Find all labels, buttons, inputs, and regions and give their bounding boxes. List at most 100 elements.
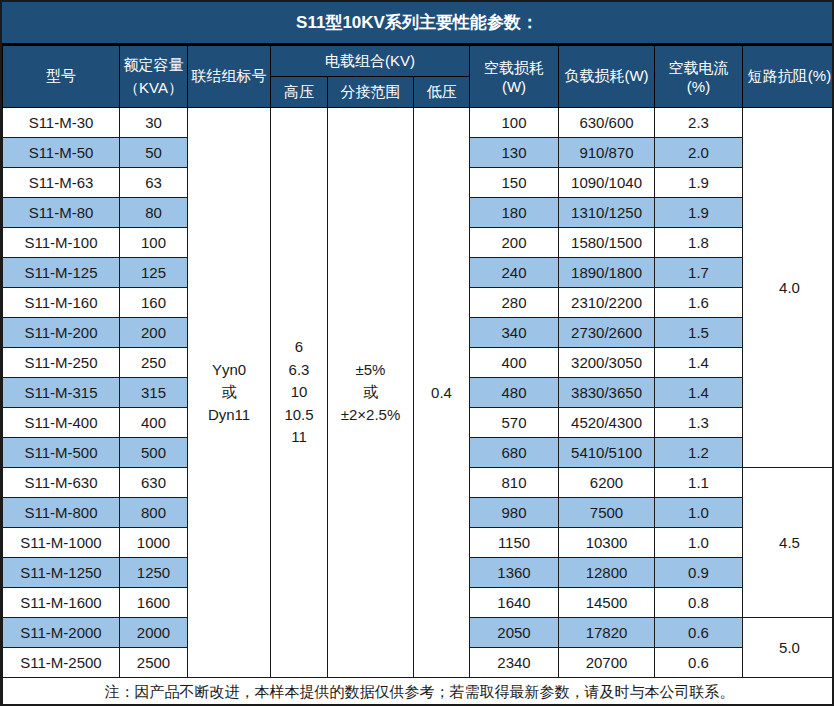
capacity-cell: 80 bbox=[120, 198, 188, 228]
no-load-loss-cell: 1150 bbox=[470, 528, 559, 558]
capacity-cell: 400 bbox=[120, 408, 188, 438]
load-loss-cell: 4520/4300 bbox=[559, 408, 655, 438]
no-load-current-cell: 1.6 bbox=[655, 288, 743, 318]
model-cell: S11-M-2000 bbox=[3, 618, 120, 648]
capacity-cell: 250 bbox=[120, 348, 188, 378]
model-cell: S11-M-1250 bbox=[3, 558, 120, 588]
impedance-cell: 4.0 bbox=[743, 108, 834, 468]
capacity-cell: 160 bbox=[120, 288, 188, 318]
no-load-loss-cell: 570 bbox=[470, 408, 559, 438]
no-load-current-cell: 1.0 bbox=[655, 528, 743, 558]
no-load-loss-cell: 480 bbox=[470, 378, 559, 408]
capacity-cell: 1600 bbox=[120, 588, 188, 618]
model-cell: S11-M-1000 bbox=[3, 528, 120, 558]
model-cell: S11-M-125 bbox=[3, 258, 120, 288]
capacity-cell: 630 bbox=[120, 468, 188, 498]
spec-table: 型号 额定容量 （KVA） 联结组标号 电载组合(KV) 空载损耗(W) 负载损… bbox=[2, 45, 834, 706]
load-loss-cell: 910/870 bbox=[559, 138, 655, 168]
model-cell: S11-M-80 bbox=[3, 198, 120, 228]
impedance-cell: 5.0 bbox=[743, 618, 834, 678]
header-row-1: 型号 额定容量 （KVA） 联结组标号 电载组合(KV) 空载损耗(W) 负载损… bbox=[3, 46, 834, 77]
load-loss-cell: 2310/2200 bbox=[559, 288, 655, 318]
col-header-high-voltage: 高压 bbox=[271, 77, 328, 108]
no-load-current-cell: 1.4 bbox=[655, 378, 743, 408]
load-loss-cell: 14500 bbox=[559, 588, 655, 618]
no-load-current-cell: 2.0 bbox=[655, 138, 743, 168]
no-load-loss-cell: 150 bbox=[470, 168, 559, 198]
load-loss-cell: 10300 bbox=[559, 528, 655, 558]
no-load-loss-cell: 810 bbox=[470, 468, 559, 498]
capacity-cell: 1250 bbox=[120, 558, 188, 588]
no-load-loss-cell: 280 bbox=[470, 288, 559, 318]
col-header-no-load-current: 空载电流(%) bbox=[655, 46, 743, 108]
capacity-cell: 200 bbox=[120, 318, 188, 348]
capacity-cell: 2000 bbox=[120, 618, 188, 648]
no-load-loss-cell: 100 bbox=[470, 108, 559, 138]
model-cell: S11-M-100 bbox=[3, 228, 120, 258]
capacity-cell: 1000 bbox=[120, 528, 188, 558]
no-load-current-cell: 0.6 bbox=[655, 618, 743, 648]
no-load-loss-cell: 980 bbox=[470, 498, 559, 528]
capacity-cell: 800 bbox=[120, 498, 188, 528]
no-load-current-cell: 1.9 bbox=[655, 198, 743, 228]
no-load-current-cell: 1.9 bbox=[655, 168, 743, 198]
capacity-cell: 125 bbox=[120, 258, 188, 288]
col-header-connection-group: 联结组标号 bbox=[188, 46, 271, 108]
col-header-impedance: 短路抗阻(%) bbox=[743, 46, 834, 108]
no-load-current-cell: 0.6 bbox=[655, 648, 743, 678]
no-load-current-cell: 2.3 bbox=[655, 108, 743, 138]
model-cell: S11-M-630 bbox=[3, 468, 120, 498]
load-loss-cell: 12800 bbox=[559, 558, 655, 588]
load-loss-cell: 630/600 bbox=[559, 108, 655, 138]
capacity-cell: 500 bbox=[120, 438, 188, 468]
capacity-cell: 2500 bbox=[120, 648, 188, 678]
no-load-loss-cell: 130 bbox=[470, 138, 559, 168]
col-header-load-loss: 负载损耗(W) bbox=[559, 46, 655, 108]
no-load-current-cell: 1.2 bbox=[655, 438, 743, 468]
no-load-current-cell: 1.1 bbox=[655, 468, 743, 498]
load-loss-cell: 20700 bbox=[559, 648, 655, 678]
col-header-capacity: 额定容量 （KVA） bbox=[120, 46, 188, 108]
transformer-spec-sheet: S11型10KV系列主要性能参数： 型号 额定容量 （KVA） 联结组标号 电载… bbox=[0, 0, 834, 706]
low-voltage-cell: 0.4 bbox=[414, 108, 470, 678]
no-load-loss-cell: 400 bbox=[470, 348, 559, 378]
no-load-current-cell: 1.5 bbox=[655, 318, 743, 348]
no-load-loss-cell: 200 bbox=[470, 228, 559, 258]
no-load-loss-cell: 680 bbox=[470, 438, 559, 468]
load-loss-cell: 1890/1800 bbox=[559, 258, 655, 288]
capacity-cell: 315 bbox=[120, 378, 188, 408]
model-cell: S11-M-30 bbox=[3, 108, 120, 138]
model-cell: S11-M-50 bbox=[3, 138, 120, 168]
capacity-cell: 100 bbox=[120, 228, 188, 258]
load-loss-cell: 3200/3050 bbox=[559, 348, 655, 378]
footer-row: 注：因产品不断改进，本样本提供的数据仅供参考；若需取得最新参数，请及时与本公司联… bbox=[3, 678, 834, 706]
model-cell: S11-M-400 bbox=[3, 408, 120, 438]
no-load-loss-cell: 240 bbox=[470, 258, 559, 288]
load-loss-cell: 17820 bbox=[559, 618, 655, 648]
no-load-loss-cell: 340 bbox=[470, 318, 559, 348]
high-voltage-cell: 6 6.3 10 10.5 11 bbox=[271, 108, 328, 678]
no-load-current-cell: 1.0 bbox=[655, 498, 743, 528]
no-load-loss-cell: 1640 bbox=[470, 588, 559, 618]
model-cell: S11-M-250 bbox=[3, 348, 120, 378]
no-load-current-cell: 0.8 bbox=[655, 588, 743, 618]
col-header-model: 型号 bbox=[3, 46, 120, 108]
load-loss-cell: 1090/1040 bbox=[559, 168, 655, 198]
model-cell: S11-M-2500 bbox=[3, 648, 120, 678]
no-load-current-cell: 1.3 bbox=[655, 408, 743, 438]
spec-row: S11-M-3030Yyn0 或 Dyn116 6.3 10 10.5 11±5… bbox=[3, 108, 834, 138]
no-load-current-cell: 0.9 bbox=[655, 558, 743, 588]
no-load-current-cell: 1.7 bbox=[655, 258, 743, 288]
load-loss-cell: 6200 bbox=[559, 468, 655, 498]
connection-group-cell: Yyn0 或 Dyn11 bbox=[188, 108, 271, 678]
load-loss-cell: 1310/1250 bbox=[559, 198, 655, 228]
no-load-current-cell: 1.4 bbox=[655, 348, 743, 378]
load-loss-cell: 2730/2600 bbox=[559, 318, 655, 348]
no-load-loss-cell: 2050 bbox=[470, 618, 559, 648]
load-loss-cell: 1580/1500 bbox=[559, 228, 655, 258]
load-loss-cell: 3830/3650 bbox=[559, 378, 655, 408]
col-header-tap-range: 分接范围 bbox=[328, 77, 414, 108]
model-cell: S11-M-200 bbox=[3, 318, 120, 348]
note-text: 注：因产品不断改进，本样本提供的数据仅供参考；若需取得最新参数，请及时与本公司联… bbox=[3, 678, 834, 706]
col-header-low-voltage: 低压 bbox=[414, 77, 470, 108]
